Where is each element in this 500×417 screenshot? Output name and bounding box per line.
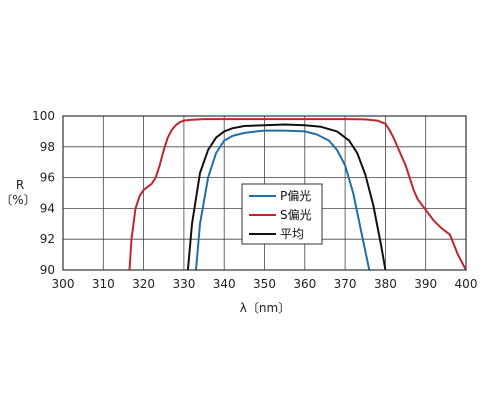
x-tick-label: 390: [414, 277, 437, 291]
y-tick-label: 100: [32, 109, 55, 123]
x-tick-label: 400: [455, 277, 478, 291]
legend-label-avg: 平均: [280, 227, 304, 241]
legend-label-p: P偏光: [280, 188, 311, 203]
x-tick-label: 350: [253, 277, 276, 291]
legend: P偏光 S偏光 平均: [241, 183, 323, 245]
y-tick-label: 98: [40, 140, 55, 154]
x-tick-label: 320: [132, 277, 155, 291]
x-tick-label: 360: [293, 277, 316, 291]
y-axis-label-line2: 〔%〕: [0, 193, 35, 207]
x-axis-label: λ〔nm〕: [240, 301, 290, 315]
x-tick-label: 370: [334, 277, 357, 291]
average-line: [186, 123, 387, 271]
x-tick-label: 300: [52, 277, 75, 291]
y-tick-label: 92: [40, 232, 55, 246]
x-tick-label: 310: [92, 277, 115, 291]
x-tick-label: 330: [172, 277, 195, 291]
x-tick-labels: 300 310 320 330 340 350 360 370 380 390 400: [52, 277, 478, 291]
y-tick-labels: 90 92 94 96 98 100: [32, 109, 55, 277]
plot-frame: [62, 115, 467, 271]
legend-label-s: S偏光: [280, 207, 312, 222]
s-polarization-line: [128, 118, 467, 271]
x-tick-label: 380: [374, 277, 397, 291]
p-polarization-line: [195, 129, 371, 271]
y-axis-label-line1: R: [16, 178, 24, 192]
y-tick-label: 90: [40, 263, 55, 277]
y-tick-label: 96: [40, 171, 55, 185]
series-lines: [128, 118, 467, 271]
y-tick-label: 94: [40, 201, 55, 215]
x-tick-label: 340: [213, 277, 236, 291]
